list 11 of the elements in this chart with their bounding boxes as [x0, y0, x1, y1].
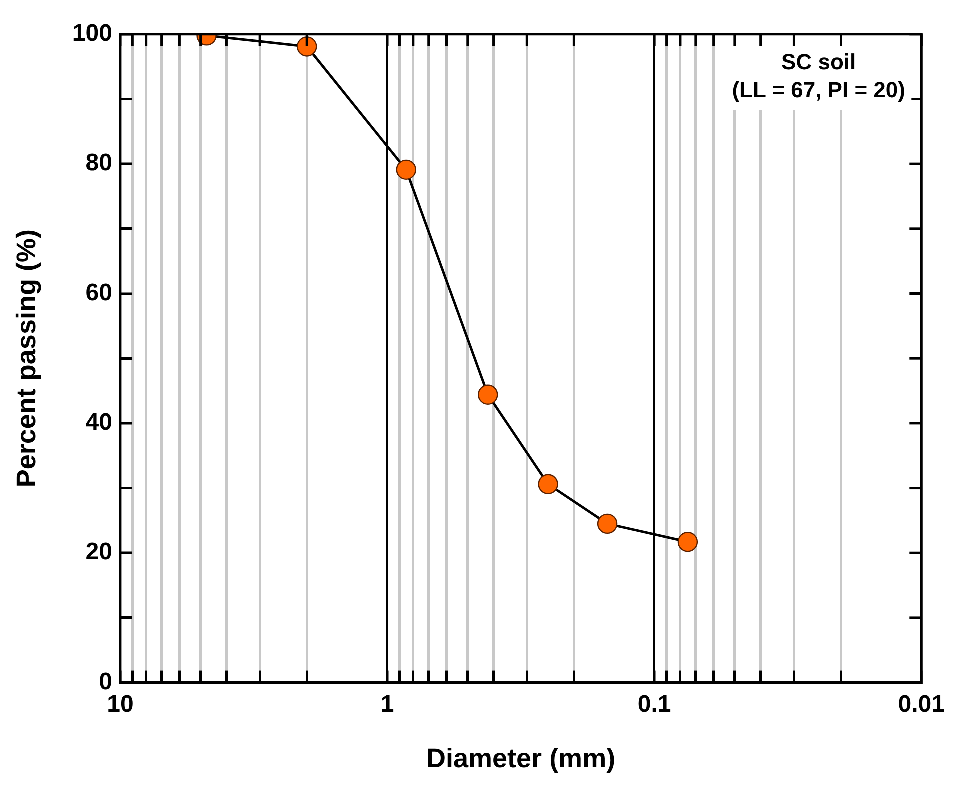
y-tick-label: 20	[86, 538, 112, 566]
x-tick-label: 0.1	[638, 690, 672, 718]
y-tick-label: 80	[86, 150, 112, 177]
x-tick-label: 1	[380, 690, 394, 718]
annotation: SC soil (LL = 67, PI = 20)	[732, 49, 906, 102]
y-axis-title: Percent passing (%)	[12, 230, 42, 488]
x-tick-label: 0.01	[898, 690, 946, 718]
y-tick-label: 40	[86, 409, 112, 436]
y-tick-label: 60	[86, 279, 112, 306]
y-tick-label: 100	[72, 20, 112, 48]
x-axis-title: Diameter (mm)	[426, 743, 616, 774]
